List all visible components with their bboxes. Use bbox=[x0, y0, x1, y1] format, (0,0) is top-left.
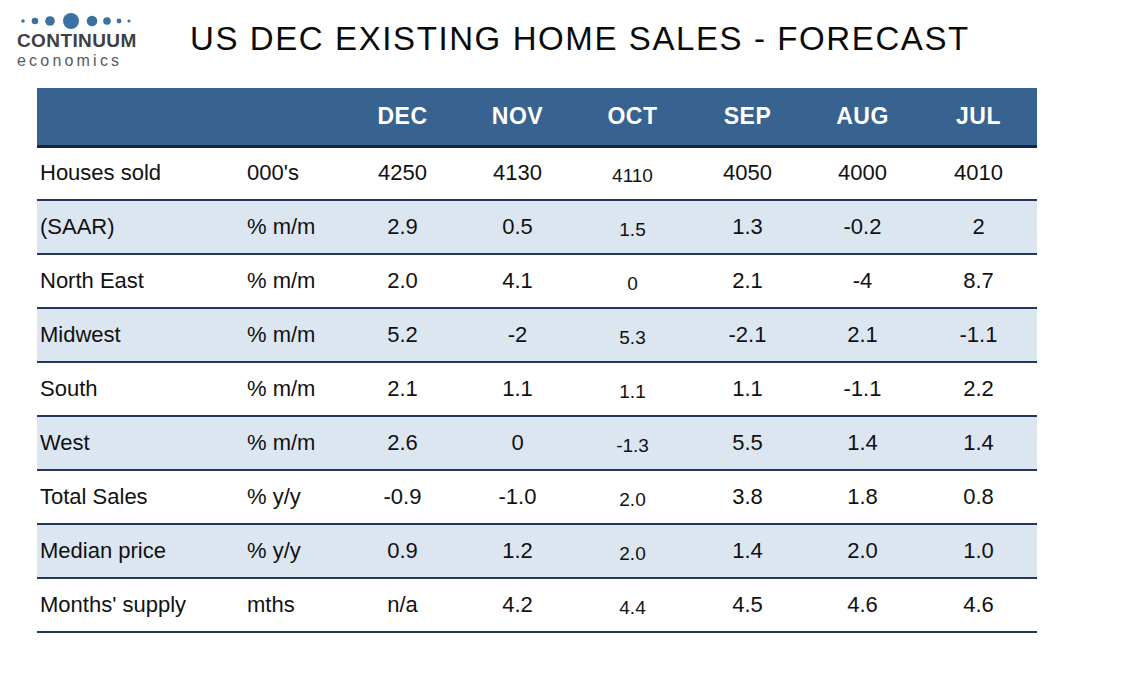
table-row-south: South % m/m 2.1 1.1 1.1 1.1 -1.1 2.2 bbox=[37, 362, 1037, 416]
cell: 4.2 bbox=[460, 578, 575, 632]
cell: 8.7 bbox=[920, 254, 1037, 308]
header-month-dec: DEC bbox=[345, 88, 460, 146]
row-label: Months' supply bbox=[37, 578, 245, 632]
cell: 5.3 bbox=[575, 308, 690, 362]
row-unit: % m/m bbox=[245, 362, 345, 416]
cell: 4130 bbox=[460, 146, 575, 200]
cell: 4.4 bbox=[575, 578, 690, 632]
cell: -1.1 bbox=[920, 308, 1037, 362]
cell: 2 bbox=[920, 200, 1037, 254]
cell: 4050 bbox=[690, 146, 805, 200]
row-unit: mths bbox=[245, 578, 345, 632]
row-unit: % m/m bbox=[245, 200, 345, 254]
table-row-median-price: Median price % y/y 0.9 1.2 2.0 1.4 2.0 1… bbox=[37, 524, 1037, 578]
cell: -1.3 bbox=[575, 416, 690, 470]
cell: 1.4 bbox=[690, 524, 805, 578]
cell: 4010 bbox=[920, 146, 1037, 200]
row-label: Total Sales bbox=[37, 470, 245, 524]
table-row-saar: (SAAR) % m/m 2.9 0.5 1.5 1.3 -0.2 2 bbox=[37, 200, 1037, 254]
table-row-north-east: North East % m/m 2.0 4.1 0 2.1 -4 8.7 bbox=[37, 254, 1037, 308]
row-unit: % y/y bbox=[245, 524, 345, 578]
cell: 4.5 bbox=[690, 578, 805, 632]
cell: 1.4 bbox=[805, 416, 920, 470]
row-unit: % m/m bbox=[245, 308, 345, 362]
row-label: Median price bbox=[37, 524, 245, 578]
row-label: Midwest bbox=[37, 308, 245, 362]
cell: 4.6 bbox=[805, 578, 920, 632]
header-month-oct: OCT bbox=[575, 88, 690, 146]
row-unit: 000's bbox=[245, 146, 345, 200]
cell: 0 bbox=[575, 254, 690, 308]
row-label: West bbox=[37, 416, 245, 470]
cell: 0.9 bbox=[345, 524, 460, 578]
header-empty-unit bbox=[245, 88, 345, 146]
cell: 1.1 bbox=[460, 362, 575, 416]
table-row-west: West % m/m 2.6 0 -1.3 5.5 1.4 1.4 bbox=[37, 416, 1037, 470]
table-header-row: DEC NOV OCT SEP AUG JUL bbox=[37, 88, 1037, 146]
header-month-jul: JUL bbox=[920, 88, 1037, 146]
cell: 1.4 bbox=[920, 416, 1037, 470]
cell: 0 bbox=[460, 416, 575, 470]
cell: 2.0 bbox=[345, 254, 460, 308]
cell: -2 bbox=[460, 308, 575, 362]
cell: 2.2 bbox=[920, 362, 1037, 416]
cell: 5.5 bbox=[690, 416, 805, 470]
row-label: North East bbox=[37, 254, 245, 308]
cell: 4.6 bbox=[920, 578, 1037, 632]
logo-dots-icon bbox=[19, 12, 137, 30]
row-unit: % m/m bbox=[245, 254, 345, 308]
cell: -1.0 bbox=[460, 470, 575, 524]
table-row-total-sales: Total Sales % y/y -0.9 -1.0 2.0 3.8 1.8 … bbox=[37, 470, 1037, 524]
cell: -2.1 bbox=[690, 308, 805, 362]
cell: 5.2 bbox=[345, 308, 460, 362]
cell: 4.1 bbox=[460, 254, 575, 308]
header-month-aug: AUG bbox=[805, 88, 920, 146]
table-row-months-supply: Months' supply mths n/a 4.2 4.4 4.5 4.6 … bbox=[37, 578, 1037, 632]
cell: 4110 bbox=[575, 146, 690, 200]
cell: 4000 bbox=[805, 146, 920, 200]
continuum-economics-logo: CONTINUUM economics bbox=[17, 10, 152, 70]
cell: 1.5 bbox=[575, 200, 690, 254]
cell: 1.0 bbox=[920, 524, 1037, 578]
cell: 2.0 bbox=[575, 470, 690, 524]
header-month-sep: SEP bbox=[690, 88, 805, 146]
cell: 2.0 bbox=[805, 524, 920, 578]
cell: 1.2 bbox=[460, 524, 575, 578]
cell: 1.1 bbox=[575, 362, 690, 416]
row-unit: % y/y bbox=[245, 470, 345, 524]
cell: 2.1 bbox=[345, 362, 460, 416]
cell: 4250 bbox=[345, 146, 460, 200]
cell: -1.1 bbox=[805, 362, 920, 416]
page-title: US DEC EXISTING HOME SALES - FORECAST bbox=[190, 20, 970, 58]
cell: 0.8 bbox=[920, 470, 1037, 524]
row-label: Houses sold bbox=[37, 146, 245, 200]
table-row-midwest: Midwest % m/m 5.2 -2 5.3 -2.1 2.1 -1.1 bbox=[37, 308, 1037, 362]
cell: 2.6 bbox=[345, 416, 460, 470]
table-row-houses-sold: Houses sold 000's 4250 4130 4110 4050 40… bbox=[37, 146, 1037, 200]
cell: 0.5 bbox=[460, 200, 575, 254]
header-empty-label bbox=[37, 88, 245, 146]
header-month-nov: NOV bbox=[460, 88, 575, 146]
logo-tagline-text: economics bbox=[17, 52, 152, 70]
forecast-table: DEC NOV OCT SEP AUG JUL Houses sold 000'… bbox=[37, 88, 1037, 633]
cell: -0.2 bbox=[805, 200, 920, 254]
row-label: (SAAR) bbox=[37, 200, 245, 254]
row-label: South bbox=[37, 362, 245, 416]
cell: n/a bbox=[345, 578, 460, 632]
row-unit: % m/m bbox=[245, 416, 345, 470]
cell: 3.8 bbox=[690, 470, 805, 524]
cell: 1.3 bbox=[690, 200, 805, 254]
cell: 2.9 bbox=[345, 200, 460, 254]
cell: 2.0 bbox=[575, 524, 690, 578]
cell: -4 bbox=[805, 254, 920, 308]
cell: 2.1 bbox=[805, 308, 920, 362]
cell: -0.9 bbox=[345, 470, 460, 524]
cell: 1.8 bbox=[805, 470, 920, 524]
logo-brand-text: CONTINUUM bbox=[17, 31, 152, 52]
cell: 1.1 bbox=[690, 362, 805, 416]
cell: 2.1 bbox=[690, 254, 805, 308]
